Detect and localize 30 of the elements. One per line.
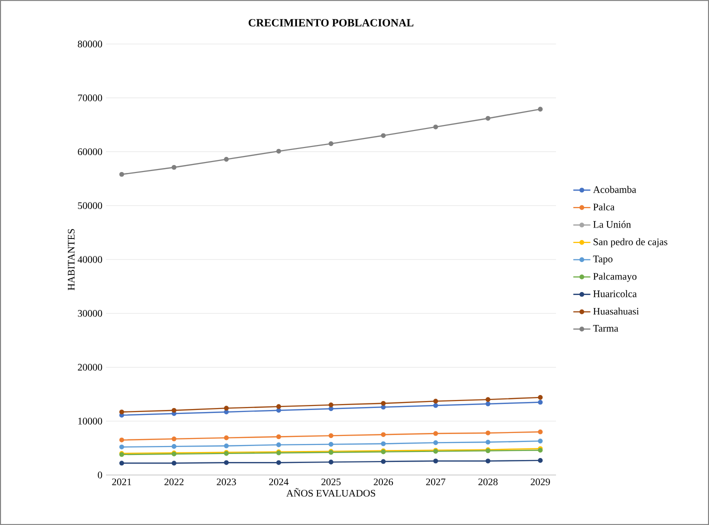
x-tick-label: 2027: [426, 478, 446, 486]
y-tick-label: 80000: [78, 40, 102, 48]
x-tick-label: 2022: [164, 478, 184, 486]
y-tick-label: 70000: [78, 94, 102, 102]
legend-label: Tarma: [593, 325, 618, 332]
x-axis-title: AÑOS EVALUADOS: [286, 488, 376, 497]
y-tick-label: 40000: [78, 256, 102, 263]
chart-title: CRECIMIENTO POBLACIONAL: [248, 19, 414, 26]
legend-label: San pedro de cajas: [594, 238, 668, 248]
y-tick-label: 60000: [78, 148, 102, 156]
x-tick-label: 2026: [374, 478, 394, 486]
y-tick-label: 20000: [78, 364, 102, 371]
y-tick-label: 10000: [78, 418, 102, 424]
legend-label: Acobamba: [593, 186, 636, 193]
x-tick-label: 2021: [112, 478, 132, 486]
y-tick-label: 50000: [78, 202, 102, 209]
legend-label: La Unión: [593, 220, 631, 228]
x-tick-label: 2029: [530, 478, 550, 486]
x-tick-label: 2025: [321, 478, 341, 486]
y-tick-label: 30000: [78, 310, 102, 317]
y-tick-label: 0: [98, 472, 102, 478]
y-axis-title: HABITANTES: [68, 229, 75, 290]
legend-label: Huaricolca: [593, 290, 637, 298]
legend-label: Palcamayo: [593, 272, 636, 282]
legend-label: Palca: [593, 203, 614, 210]
x-tick-label: 2023: [216, 478, 236, 486]
x-tick-label: 2024: [269, 478, 289, 486]
x-tick-label: 2028: [478, 478, 498, 486]
legend-label: Huasahuasi: [593, 308, 639, 315]
legend-label: Tapo: [593, 256, 612, 264]
